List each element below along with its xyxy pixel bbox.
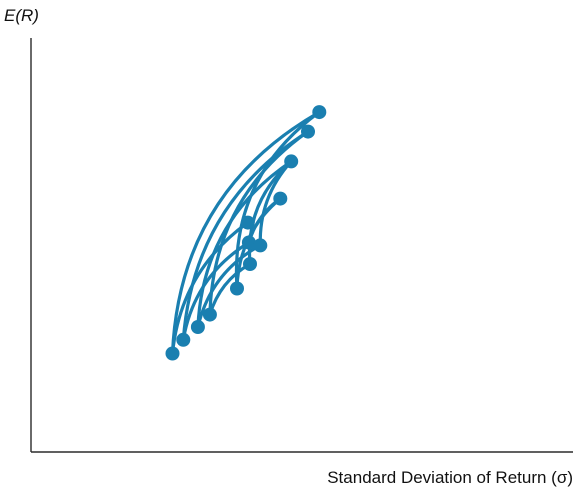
portfolio-curve bbox=[258, 159, 293, 247]
portfolio-curve bbox=[208, 130, 310, 317]
asset-point bbox=[301, 124, 315, 139]
asset-point bbox=[230, 281, 244, 296]
asset-point bbox=[165, 346, 180, 361]
asset-point bbox=[190, 320, 205, 334]
x-axis-label: Standard Deviation of Return (σ) bbox=[327, 468, 573, 487]
asset-point bbox=[241, 235, 256, 250]
asset-point bbox=[176, 332, 191, 347]
portfolio-curve bbox=[181, 240, 251, 342]
y-axis-label: E(R) bbox=[4, 6, 39, 25]
portfolio-curve bbox=[170, 110, 321, 356]
portfolio-curve bbox=[196, 159, 293, 329]
portfolio-curve bbox=[170, 221, 250, 356]
portfolio-curve bbox=[181, 130, 310, 342]
asset-point bbox=[253, 238, 268, 253]
asset-point bbox=[202, 307, 217, 322]
asset-point bbox=[273, 191, 288, 206]
portfolio-curves bbox=[170, 110, 321, 356]
asset-point bbox=[243, 257, 257, 271]
asset-point bbox=[240, 215, 255, 230]
asset-point bbox=[284, 154, 299, 169]
asset-point bbox=[312, 105, 327, 120]
asset-points bbox=[165, 105, 327, 361]
